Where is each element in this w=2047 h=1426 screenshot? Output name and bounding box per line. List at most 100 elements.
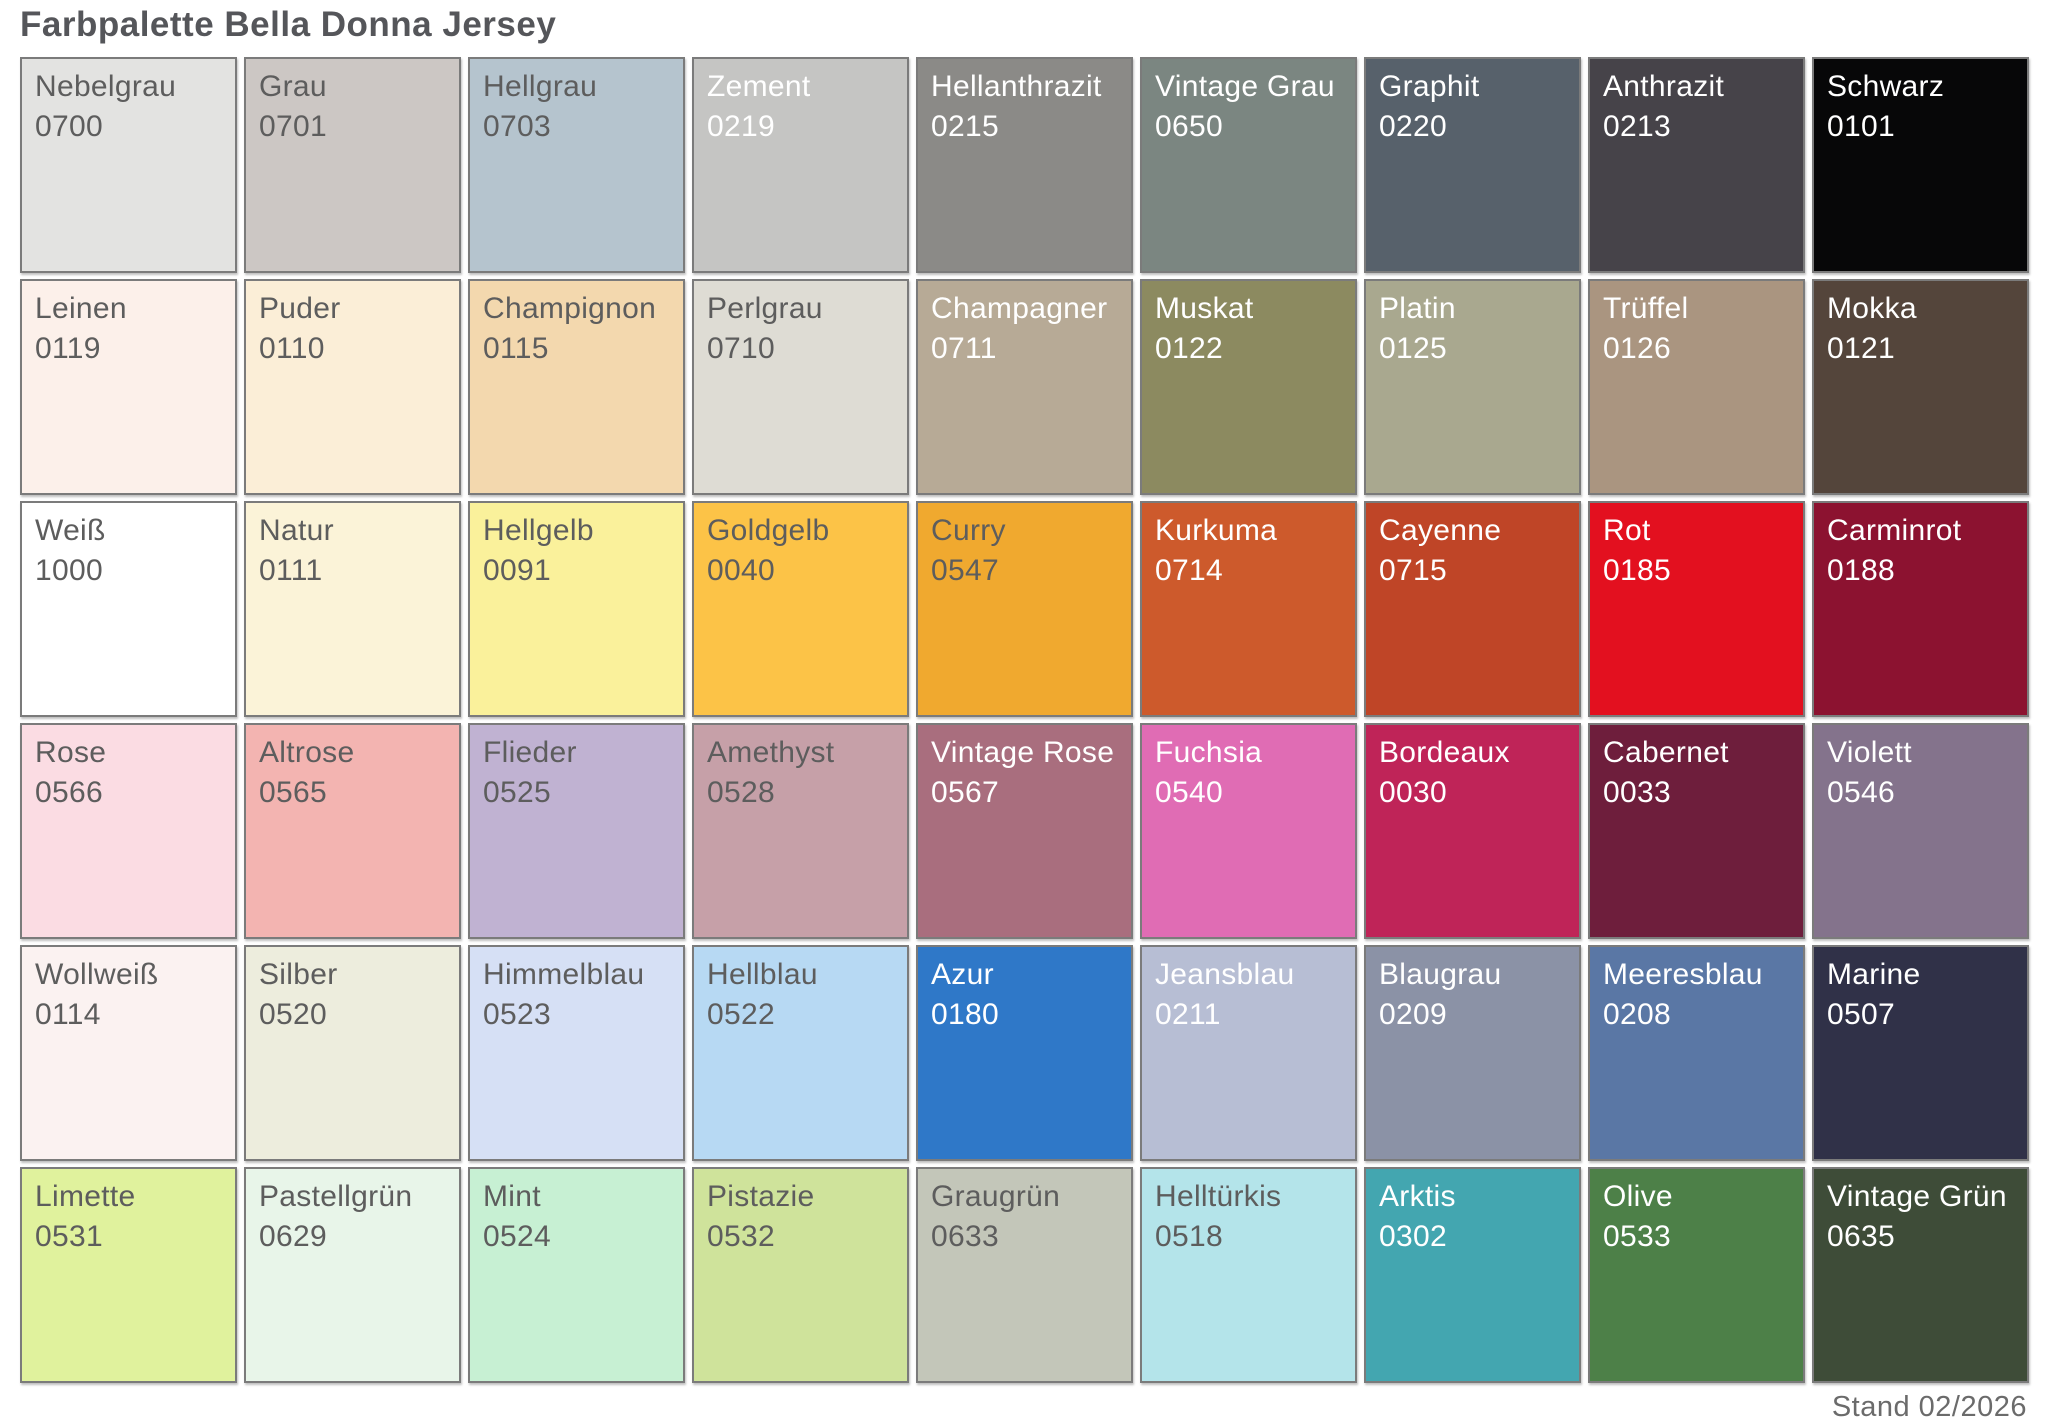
swatch-name: Natur: [259, 514, 334, 547]
swatch-code: 0033: [1603, 776, 1671, 809]
swatch-code: 0635: [1827, 1220, 1895, 1253]
color-swatch: Graphit 0220: [1364, 57, 1581, 273]
swatch-name: Champagner: [931, 292, 1108, 325]
color-swatch: Vintage Grau 0650: [1140, 57, 1357, 273]
swatch-name: Arktis: [1379, 1180, 1456, 1213]
swatch-name: Trüffel: [1603, 292, 1689, 325]
swatch-code: 0520: [259, 998, 327, 1031]
swatch-code: 0522: [707, 998, 775, 1031]
swatch-name: Blaugrau: [1379, 958, 1502, 991]
swatch-name: Hellanthrazit: [931, 70, 1102, 103]
swatch-name: Wollweiß: [35, 958, 159, 991]
swatch-name: Carminrot: [1827, 514, 1962, 547]
swatch-name: Vintage Grau: [1155, 70, 1335, 103]
swatch-code: 0531: [35, 1220, 103, 1253]
swatch-code: 0208: [1603, 998, 1671, 1031]
swatch-code: 0091: [483, 554, 551, 587]
swatch-code: 0565: [259, 776, 327, 809]
swatch-code: 0215: [931, 110, 999, 143]
color-swatch: Limette 0531: [20, 1167, 237, 1383]
swatch-code: 0629: [259, 1220, 327, 1253]
swatch-name: Hellgelb: [483, 514, 594, 547]
swatch-name: Himmelblau: [483, 958, 645, 991]
swatch-code: 0040: [707, 554, 775, 587]
swatch-name: Altrose: [259, 736, 355, 769]
color-swatch: Champagner 0711: [916, 279, 1133, 495]
swatch-name: Hellblau: [707, 958, 818, 991]
swatch-name: Azur: [931, 958, 994, 991]
swatch-name: Hellgrau: [483, 70, 598, 103]
color-swatch: Meeresblau 0208: [1588, 945, 1805, 1161]
color-swatch: Graugrün 0633: [916, 1167, 1133, 1383]
swatch-code: 0711: [931, 332, 997, 365]
swatch-code: 0185: [1603, 554, 1671, 587]
color-swatch: Hellblau 0522: [692, 945, 909, 1161]
swatch-code: 0101: [1827, 110, 1895, 143]
swatch-code: 0115: [483, 332, 549, 365]
swatch-code: 0219: [707, 110, 775, 143]
color-swatch: Trüffel 0126: [1588, 279, 1805, 495]
swatch-code: 0566: [35, 776, 103, 809]
color-swatch: Leinen 0119: [20, 279, 237, 495]
swatch-code: 0209: [1379, 998, 1447, 1031]
swatch-code: 0701: [259, 110, 327, 143]
color-swatch: Natur 0111: [244, 501, 461, 717]
color-swatch: Rot 0185: [1588, 501, 1805, 717]
swatch-name: Olive: [1603, 1180, 1673, 1213]
swatch-name: Pastellgrün: [259, 1180, 413, 1213]
swatch-name: Schwarz: [1827, 70, 1945, 103]
color-swatch: Wollweiß 0114: [20, 945, 237, 1161]
color-swatch: Silber 0520: [244, 945, 461, 1161]
swatch-code: 0114: [35, 998, 101, 1031]
swatch-code: 0524: [483, 1220, 551, 1253]
swatch-code: 0518: [1155, 1220, 1223, 1253]
swatch-name: Violett: [1827, 736, 1912, 769]
swatch-code: 0220: [1379, 110, 1447, 143]
color-swatch: Bordeaux 0030: [1364, 723, 1581, 939]
swatch-name: Perlgrau: [707, 292, 823, 325]
color-swatch: Arktis 0302: [1364, 1167, 1581, 1383]
color-swatch: Weiß 1000: [20, 501, 237, 717]
color-swatch: Vintage Rose 0567: [916, 723, 1133, 939]
swatch-name: Jeansblau: [1155, 958, 1295, 991]
swatch-code: 0111: [259, 554, 323, 587]
swatch-code: 0650: [1155, 110, 1223, 143]
swatch-code: 0122: [1155, 332, 1223, 365]
color-swatch: Mint 0524: [468, 1167, 685, 1383]
swatch-code: 1000: [35, 554, 103, 587]
page-title: Farbpalette Bella Donna Jersey: [20, 5, 557, 44]
swatch-name: Rose: [35, 736, 107, 769]
swatch-code: 0119: [35, 332, 101, 365]
color-swatch: Cayenne 0715: [1364, 501, 1581, 717]
color-swatch: Olive 0533: [1588, 1167, 1805, 1383]
swatch-name: Kurkuma: [1155, 514, 1278, 547]
swatch-code: 0188: [1827, 554, 1895, 587]
swatch-code: 0213: [1603, 110, 1671, 143]
color-swatch: Azur 0180: [916, 945, 1133, 1161]
swatch-code: 0507: [1827, 998, 1895, 1031]
color-swatch: Violett 0546: [1812, 723, 2029, 939]
swatch-code: 0703: [483, 110, 551, 143]
color-swatch: Kurkuma 0714: [1140, 501, 1357, 717]
swatch-name: Anthrazit: [1603, 70, 1725, 103]
color-swatch: Rose 0566: [20, 723, 237, 939]
swatch-name: Mint: [483, 1180, 541, 1213]
swatch-name: Platin: [1379, 292, 1456, 325]
swatch-code: 0125: [1379, 332, 1447, 365]
swatch-code: 0211: [1155, 998, 1221, 1031]
swatch-name: Vintage Grün: [1827, 1180, 2007, 1213]
swatch-name: Graphit: [1379, 70, 1480, 103]
swatch-code: 0546: [1827, 776, 1895, 809]
color-swatch: Hellgelb 0091: [468, 501, 685, 717]
swatch-name: Zement: [707, 70, 811, 103]
color-swatch: Champignon 0115: [468, 279, 685, 495]
color-swatch: Hellgrau 0703: [468, 57, 685, 273]
color-swatch: Muskat 0122: [1140, 279, 1357, 495]
swatch-name: Mokka: [1827, 292, 1917, 325]
swatch-code: 0567: [931, 776, 999, 809]
swatch-name: Nebelgrau: [35, 70, 177, 103]
swatch-code: 0523: [483, 998, 551, 1031]
swatch-code: 0525: [483, 776, 551, 809]
color-swatch: Flieder 0525: [468, 723, 685, 939]
swatch-name: Meeresblau: [1603, 958, 1763, 991]
